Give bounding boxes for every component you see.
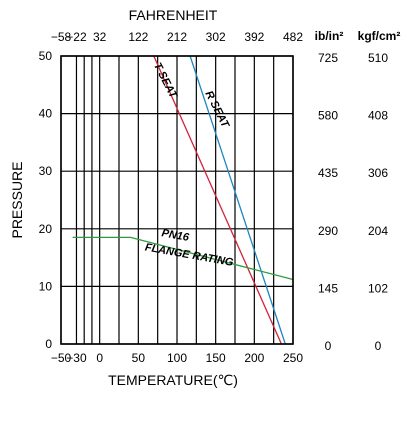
psi-unit-header: ib/in² (315, 29, 344, 43)
fahrenheit-axis-title: FAHRENHEIT (129, 7, 218, 23)
y-tick-label: 40 (39, 107, 53, 121)
x-tick-label: 50 (132, 351, 146, 365)
kgf-value: 510 (368, 51, 388, 65)
y-tick-label: 20 (39, 222, 53, 236)
x-tick-label: −50 (51, 351, 72, 365)
psi-value: 290 (318, 224, 338, 238)
kgf-value: 102 (368, 281, 388, 295)
annotation-label: R SEAT (202, 89, 231, 131)
kgf-unit-header: kgf/cm² (358, 29, 401, 43)
fahrenheit-tick-label: 392 (244, 30, 264, 44)
fahrenheit-tick-label: 212 (167, 30, 187, 44)
psi-value: 580 (318, 109, 338, 123)
x-tick-label: 250 (283, 351, 303, 365)
psi-value: 435 (318, 166, 338, 180)
fahrenheit-tick-label: 302 (206, 30, 226, 44)
y-axis-title: PRESSURE (9, 161, 25, 238)
x-tick-label: 100 (167, 351, 187, 365)
x-tick-label: 200 (244, 351, 264, 365)
fahrenheit-tick-label: −58 (51, 30, 72, 44)
series-line-t-seat (153, 55, 282, 345)
y-tick-label: 10 (39, 279, 53, 293)
plot-frame (60, 55, 294, 345)
y-tick-label: 0 (45, 337, 52, 351)
tick-labels: −50−30 0 50 100 150 200 250−58−22 32 122 212 302 39… (39, 30, 389, 365)
fahrenheit-tick-label: 32 (93, 30, 107, 44)
kgf-value: 0 (375, 339, 382, 353)
grid (60, 55, 294, 345)
series-line-r-seat (189, 55, 286, 345)
kgf-value: 204 (368, 224, 388, 238)
psi-value: 145 (318, 281, 338, 295)
y-tick-label: 30 (39, 164, 53, 178)
series-lines (72, 55, 294, 345)
kgf-value: 306 (368, 166, 388, 180)
psi-value: 725 (318, 51, 338, 65)
x-axis-title: TEMPERATURE(℃) (108, 372, 238, 388)
series-line-pn16 (72, 236, 294, 281)
x-tick-label: 0 (96, 351, 103, 365)
annotation-label: T SEAT (151, 61, 180, 102)
fahrenheit-tick-label: 122 (128, 30, 148, 44)
kgf-value: 408 (368, 109, 388, 123)
x-tick-label: 150 (206, 351, 226, 365)
fahrenheit-tick-label: −22 (66, 30, 87, 44)
plot-border (60, 55, 294, 345)
fahrenheit-tick-label: 482 (283, 30, 303, 44)
psi-value: 0 (325, 339, 332, 353)
y-tick-label: 50 (39, 49, 53, 63)
annotation-label: PN16 (161, 227, 191, 244)
x-tick-label: −30 (66, 351, 87, 365)
